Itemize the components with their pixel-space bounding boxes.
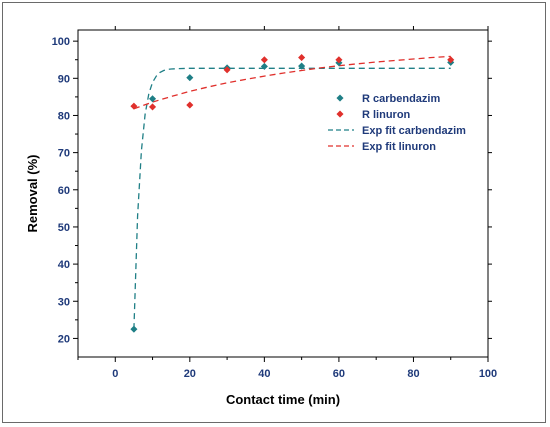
y-tick-label: 50: [58, 222, 70, 234]
x-tick-label: 40: [258, 368, 270, 380]
figure-frame: [2, 2, 546, 423]
y-tick-label: 60: [58, 185, 70, 197]
y-tick-label: 90: [58, 73, 70, 85]
marker-shade: [447, 59, 455, 64]
data-point-0-5: [298, 62, 306, 70]
legend-label-2: Exp fit carbendazim: [362, 125, 466, 137]
legend-marker-1: [336, 110, 344, 118]
marker-shade: [260, 59, 268, 64]
marker-shade: [335, 59, 343, 64]
x-tick-label: 100: [479, 368, 497, 380]
marker-shade: [336, 98, 344, 102]
legend-marker-0: [336, 94, 344, 102]
axes: [73, 26, 492, 362]
data-point-1-6: [335, 56, 343, 64]
data-point-1-0: [130, 102, 138, 110]
y-tick-label: 20: [58, 333, 70, 345]
x-axis-title: Contact time (min): [226, 392, 340, 407]
data-point-1-2: [186, 101, 194, 109]
legend-label-0: R carbendazim: [362, 93, 440, 105]
legend: R carbendazim R linuron Exp fit carbendazi…: [328, 93, 466, 153]
y-tick-label: 40: [58, 259, 70, 271]
plot-area: [130, 53, 455, 333]
x-tick-label: 60: [333, 368, 345, 380]
data-point-0-4: [260, 62, 268, 70]
marker-shade: [130, 106, 138, 110]
series-line-0: [133, 67, 451, 330]
marker-shade: [186, 77, 194, 82]
y-tick-label: 30: [58, 296, 70, 308]
plot-border: [77, 29, 489, 358]
marker-shade: [149, 106, 157, 111]
marker-shade: [447, 62, 455, 66]
data-point-0-0: [130, 325, 138, 333]
series-line-1: [133, 55, 451, 110]
legend-label-1: R linuron: [362, 109, 411, 121]
data-point-0-1: [149, 95, 157, 103]
y-tick-label: 80: [58, 110, 70, 122]
marker-shade: [335, 62, 343, 67]
marker-shade: [130, 329, 138, 333]
x-tick-label: 0: [112, 368, 118, 380]
marker-shade: [260, 66, 268, 70]
data-point-1-3: [223, 66, 231, 74]
x-tick-label: 20: [184, 368, 196, 380]
marker-shade: [298, 57, 306, 61]
data-point-1-1: [149, 103, 157, 111]
y-tick-label: 100: [52, 36, 70, 48]
data-point-1-4: [260, 56, 268, 64]
marker-shade: [336, 114, 344, 118]
marker-shade: [298, 66, 306, 70]
marker-shade: [223, 69, 231, 74]
data-point-0-2: [186, 74, 194, 82]
x-tick-label: 80: [407, 368, 419, 380]
y-tick-label: 70: [58, 148, 70, 160]
legend-label-3: Exp fit linuron: [362, 141, 436, 153]
marker-shade: [149, 98, 157, 103]
marker-shade: [186, 105, 194, 109]
y-axis-title: Removal (%): [25, 154, 40, 232]
tick-labels: 0 20 40 60 80 100 20 30 40 50 60 70 80 90 100: [52, 36, 498, 380]
data-point-1-7: [447, 56, 455, 64]
data-point-1-5: [298, 53, 306, 61]
